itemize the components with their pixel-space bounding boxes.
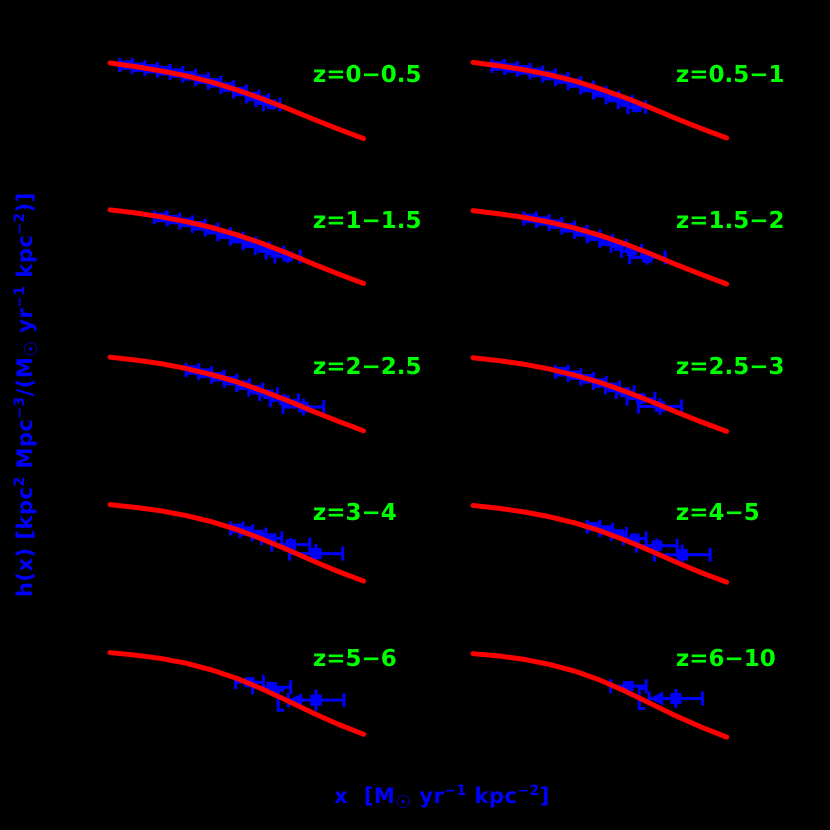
data-series-points bbox=[609, 679, 705, 710]
panel-z-0-0.5: z=0−0.5 bbox=[107, 40, 427, 186]
panel-z-5-6: z=5−6 bbox=[107, 624, 427, 770]
panel-grid: z=0−0.5 z=0.5−1 z=1−1.5 z=1.5−2 z=2−2.5 z=2.5… bbox=[107, 40, 790, 770]
panel-plot-area bbox=[107, 207, 367, 286]
model-curve bbox=[470, 355, 730, 434]
x-axis-label: x [M☉ yr−1 kpc−2] bbox=[54, 779, 830, 819]
model-curve bbox=[470, 59, 730, 141]
model-curve bbox=[107, 207, 367, 286]
panel-plot-area bbox=[470, 355, 730, 434]
panel-z-2.5-3: z=2.5−3 bbox=[470, 332, 790, 478]
data-point-marker bbox=[676, 549, 688, 561]
data-point-marker bbox=[642, 252, 653, 263]
panel-z-4-5: z=4−5 bbox=[470, 478, 790, 624]
data-point-marker bbox=[588, 231, 599, 242]
panel-plot-area bbox=[107, 354, 367, 434]
data-point-marker bbox=[651, 540, 663, 552]
data-point-marker bbox=[244, 238, 255, 249]
data-point-marker bbox=[631, 102, 642, 113]
data-point-marker bbox=[614, 241, 624, 251]
upper-limit-bracket-icon bbox=[276, 688, 285, 712]
data-point-marker bbox=[623, 680, 634, 692]
panel-z-3-4: z=3−4 bbox=[107, 478, 427, 624]
data-point-marker bbox=[219, 229, 229, 239]
panel-z-1-1.5: z=1−1.5 bbox=[107, 186, 427, 332]
data-point-marker bbox=[310, 694, 322, 706]
panel-plot-area bbox=[107, 502, 367, 584]
panel-plot-area bbox=[470, 59, 730, 141]
data-point-marker bbox=[257, 243, 267, 253]
model-curve bbox=[107, 60, 367, 142]
panel-z-2-2.5: z=2−2.5 bbox=[107, 332, 427, 478]
data-point-marker bbox=[254, 529, 264, 540]
data-point-marker bbox=[601, 236, 611, 246]
panel-plot-area bbox=[107, 650, 367, 737]
panel-z-1.5-2: z=1.5−2 bbox=[470, 186, 790, 332]
data-series-points bbox=[234, 675, 346, 712]
model-curve bbox=[107, 650, 367, 737]
model-curve bbox=[107, 354, 367, 434]
model-curve bbox=[470, 208, 730, 287]
data-point-marker bbox=[614, 529, 624, 539]
data-series-points bbox=[228, 521, 345, 564]
model-curve bbox=[107, 502, 367, 584]
data-point-marker bbox=[670, 692, 682, 705]
data-point-marker bbox=[626, 246, 637, 256]
data-point-marker bbox=[285, 539, 296, 550]
data-point-marker bbox=[595, 87, 605, 98]
data-point-marker bbox=[310, 548, 322, 560]
x-axis-label-text: x [M☉ yr−1 kpc−2] bbox=[334, 783, 550, 814]
panel-plot-area bbox=[470, 208, 730, 287]
data-point-marker bbox=[282, 251, 293, 262]
data-point-marker bbox=[607, 92, 618, 103]
y-axis-label: h(x) [kpc2 Mpc−3/(M☉ yr−1 kpc−2)] bbox=[0, 0, 54, 790]
y-axis-label-text: h(x) [kpc2 Mpc−3/(M☉ yr−1 kpc−2)] bbox=[11, 192, 42, 598]
panel-plot-area bbox=[470, 651, 730, 740]
panel-z-6-10: z=6−10 bbox=[470, 624, 790, 770]
panel-plot-area bbox=[107, 58, 367, 142]
panel-z-0.5-1: z=0.5−1 bbox=[470, 40, 790, 186]
panel-plot-area bbox=[470, 502, 730, 585]
data-point-marker bbox=[266, 682, 277, 693]
data-point-marker bbox=[601, 525, 611, 535]
model-curve bbox=[470, 651, 730, 740]
data-series-points bbox=[585, 519, 712, 565]
upper-limit-arrow-icon bbox=[649, 691, 664, 706]
data-point-marker bbox=[620, 97, 630, 107]
data-point-marker bbox=[629, 533, 640, 544]
data-point-marker bbox=[582, 82, 592, 93]
model-curve bbox=[470, 502, 730, 585]
data-point-marker bbox=[232, 233, 242, 244]
